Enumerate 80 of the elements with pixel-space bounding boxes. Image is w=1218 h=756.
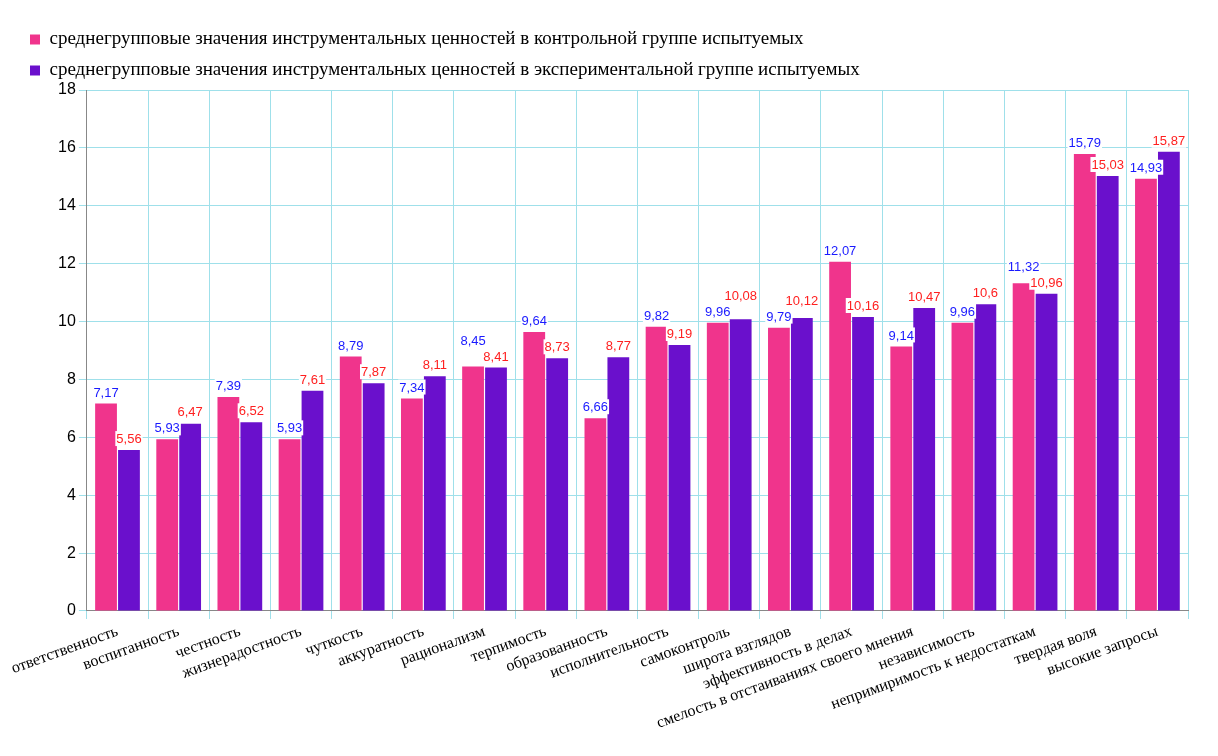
data-label: 5,93 [276,420,303,436]
data-label: 9,14 [888,327,914,343]
data-label: 7,61 [299,371,326,387]
bar [607,357,630,611]
data-label: 15,87 [1152,132,1186,148]
bar [1135,178,1157,611]
bar [1096,175,1119,611]
y-tick-label: 6 [67,427,77,445]
bar [729,319,752,611]
bar [362,383,385,611]
data-label: 5,56 [116,431,142,447]
bar [890,346,913,611]
data-label: 6,66 [582,399,609,415]
y-tick-label: 0 [67,601,77,619]
data-label: 8,41 [483,348,509,364]
y-tick-label: 8 [67,369,77,387]
data-label: 9,96 [949,303,976,319]
bar [584,418,607,611]
data-label: 7,87 [361,364,387,380]
bar [645,326,668,611]
y-tick-label: 4 [67,485,77,503]
bar [790,318,813,611]
data-label: 14,93 [1129,159,1163,175]
legend-label: среднегрупповые значения инструментальных ценностей в контрольной группе испытуемых [49,27,805,49]
data-label: 8,77 [605,338,631,354]
y-tick-label: 10 [58,311,77,329]
bar [974,304,997,611]
bar [118,450,140,611]
bar [423,376,446,611]
legend-label: среднегрупповые значения инструментальных ценностей в экспериментальной группе испытуемых [49,58,861,80]
bar [156,439,179,611]
data-label: 6,47 [177,404,203,420]
bar [95,403,117,611]
bar [523,331,546,611]
data-label: 8,79 [338,337,364,353]
data-label: 8,73 [544,339,570,355]
bar [217,397,240,611]
data-label: 15,03 [1091,157,1124,173]
data-label: 7,34 [399,379,425,395]
data-label: 10,6 [972,285,999,301]
data-label: 10,16 [846,298,880,313]
data-label: 9,82 [643,307,670,323]
data-label: 8,45 [460,332,486,348]
data-label: 10,08 [724,287,757,303]
data-label: 7,17 [93,384,119,400]
y-tick-label: 18 [58,80,77,98]
bar [951,322,974,611]
y-tick-label: 14 [58,196,77,214]
bar [301,390,324,611]
bar [179,423,202,611]
bar [913,307,936,611]
data-label: 10,12 [785,292,819,308]
bar [339,356,362,611]
data-label: 8,11 [422,357,447,373]
bar [668,345,691,611]
bar [240,422,263,611]
bar [462,366,484,611]
bar [1035,293,1058,611]
data-label: 10,47 [907,289,941,305]
y-tick-label: 2 [67,543,77,561]
y-tick-label: 12 [58,254,77,272]
bar [768,327,790,611]
data-label: 9,64 [521,313,547,329]
data-label: 11,32 [1007,258,1040,274]
bar [278,439,301,611]
data-label: 10,96 [1030,274,1063,290]
data-label: 7,39 [215,378,242,394]
data-label: 5,93 [154,420,180,436]
data-label: 9,19 [666,326,693,342]
data-label: 15,79 [1068,135,1102,151]
data-label: 9,96 [705,303,731,319]
bar [546,358,569,611]
bar [400,398,423,611]
y-tick-label: 16 [58,138,77,156]
data-label: 12,07 [823,242,857,258]
bar [852,316,874,611]
data-label: 6,52 [238,403,264,419]
bar [485,367,507,611]
data-label: 9,79 [766,308,792,324]
bar [706,322,729,611]
